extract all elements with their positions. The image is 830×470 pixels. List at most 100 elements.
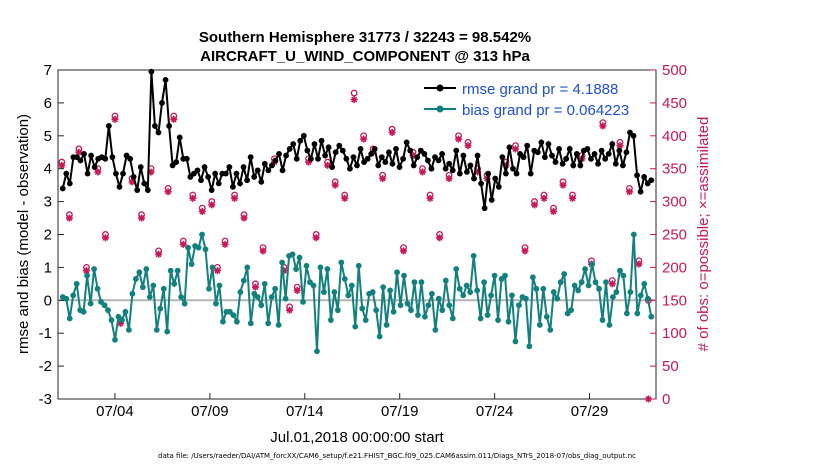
bias-point bbox=[160, 285, 167, 292]
rmse-point bbox=[162, 76, 169, 83]
rmse-point bbox=[403, 139, 410, 146]
bias-point bbox=[641, 280, 648, 287]
bias-point bbox=[265, 320, 272, 327]
obs-assimilated-stroke bbox=[94, 168, 101, 176]
bias-point bbox=[80, 308, 87, 315]
rmse-point bbox=[435, 157, 442, 164]
obs-assimilated-marker bbox=[111, 115, 119, 123]
rmse-point bbox=[318, 137, 325, 144]
bias-point bbox=[126, 327, 132, 333]
bias-point bbox=[129, 290, 136, 297]
rmse-point bbox=[159, 100, 165, 106]
bias-point bbox=[279, 259, 286, 266]
bias-point bbox=[73, 280, 80, 287]
bias-point bbox=[261, 280, 268, 287]
rmse-point bbox=[460, 152, 467, 159]
rmse-point bbox=[59, 185, 66, 192]
axis-ticks bbox=[58, 69, 656, 400]
rmse-point bbox=[407, 147, 414, 154]
bias-point bbox=[408, 307, 414, 314]
obs-assimilated-stroke bbox=[222, 241, 229, 248]
bias-point bbox=[244, 264, 251, 271]
obs-assimilated-marker bbox=[608, 280, 616, 288]
obs-assimilated-stroke bbox=[540, 195, 548, 202]
bias-point bbox=[613, 289, 620, 295]
bias-point bbox=[578, 279, 585, 286]
bias-point bbox=[442, 277, 449, 284]
rmse-point bbox=[332, 149, 339, 156]
bias-point bbox=[247, 320, 254, 327]
y-axis-left-tick-labels: -3 -2 -1 0 1 2 3 4 5 6 7 bbox=[39, 62, 52, 408]
rmse-point bbox=[166, 123, 173, 129]
legend-rmse-label: rmse grand pr = 4.1888 bbox=[462, 81, 618, 98]
rmse-point bbox=[634, 172, 640, 179]
rmse-point bbox=[233, 170, 240, 177]
rmse-point bbox=[215, 180, 222, 187]
bias-point bbox=[112, 336, 118, 343]
rmse-point bbox=[272, 157, 279, 164]
bias-point bbox=[397, 302, 404, 309]
bias-point bbox=[557, 279, 564, 286]
legend-rmse-marker bbox=[436, 84, 444, 92]
bias-point bbox=[119, 317, 125, 323]
obs-assimilated-stroke bbox=[294, 287, 301, 294]
obs-assimilated-stroke bbox=[324, 162, 331, 169]
rmse-point bbox=[623, 149, 630, 156]
rmse-point bbox=[506, 144, 513, 151]
rmse-point bbox=[446, 160, 453, 167]
bias-point bbox=[533, 285, 540, 292]
bias-point bbox=[206, 285, 212, 292]
bias-point bbox=[422, 313, 428, 320]
bias-point bbox=[425, 302, 432, 309]
rmse-point bbox=[616, 147, 623, 154]
obs-assimilated-marker bbox=[155, 250, 163, 258]
obs-assimilated-marker bbox=[213, 267, 221, 275]
rmse-point bbox=[201, 164, 208, 170]
rmse-point bbox=[492, 175, 499, 182]
bias-point bbox=[314, 348, 320, 355]
bias-point bbox=[582, 266, 588, 272]
obs-assimilated-marker bbox=[379, 175, 387, 183]
rmse-point bbox=[155, 129, 162, 136]
y-left-tick-label: -2 bbox=[39, 358, 52, 375]
rmse-point bbox=[329, 164, 336, 170]
rmse-point bbox=[478, 180, 484, 187]
obs-assimilated-marker bbox=[198, 207, 206, 215]
y-right-tick-label: 100 bbox=[662, 325, 687, 342]
rmse-point bbox=[315, 155, 321, 162]
y-left-tick-label: 4 bbox=[44, 161, 52, 178]
obs-possible-marker bbox=[350, 89, 358, 97]
rmse-point bbox=[481, 205, 488, 212]
bias-point bbox=[627, 289, 634, 295]
bias-point bbox=[463, 282, 470, 289]
obs-assimilated-marker bbox=[58, 161, 66, 169]
y-right-tick-label: 200 bbox=[662, 259, 687, 276]
bias-point bbox=[132, 276, 139, 282]
rmse-point bbox=[513, 170, 520, 177]
bias-series bbox=[59, 231, 655, 355]
bias-point bbox=[415, 312, 421, 319]
y-left-tick-label: -1 bbox=[39, 325, 52, 342]
y-right-tick-label: 300 bbox=[662, 194, 687, 211]
bias-point bbox=[362, 317, 369, 323]
bias-point bbox=[603, 279, 609, 286]
rmse-point bbox=[527, 170, 534, 177]
bias-point bbox=[185, 244, 192, 251]
bias-point bbox=[209, 264, 216, 271]
rmse-point bbox=[293, 155, 300, 162]
bias-point bbox=[495, 317, 501, 323]
x-tick-label: 07/19 bbox=[381, 403, 419, 420]
rmse-point bbox=[396, 164, 403, 170]
rmse-point bbox=[449, 167, 456, 174]
bias-point bbox=[321, 289, 327, 295]
y-right-tick-label: 50 bbox=[662, 358, 679, 375]
rmse-point bbox=[563, 155, 570, 162]
rmse-point bbox=[456, 170, 463, 177]
obs-assimilated-marker bbox=[138, 214, 146, 222]
obs-assimilated-marker bbox=[426, 194, 434, 202]
rmse-point bbox=[258, 178, 265, 185]
bias-point bbox=[70, 292, 77, 299]
bias-point bbox=[610, 294, 616, 300]
bias-point bbox=[164, 328, 171, 335]
obs-assimilated-stroke bbox=[419, 168, 426, 176]
